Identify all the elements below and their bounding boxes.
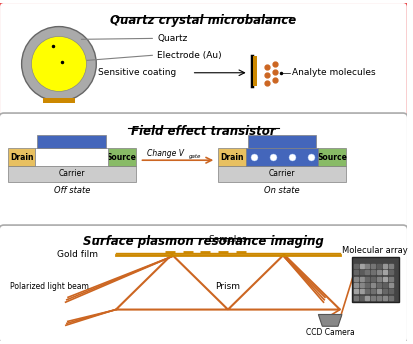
Text: Carrier: Carrier (268, 170, 294, 179)
Bar (318, 148, 345, 166)
FancyBboxPatch shape (0, 2, 407, 120)
Text: Change V: Change V (147, 149, 184, 158)
Text: On state: On state (263, 186, 299, 195)
Bar (8, 166, 135, 182)
Text: Electrode (Au): Electrode (Au) (157, 51, 221, 60)
Text: Carrier: Carrier (58, 170, 85, 179)
Bar (245, 148, 318, 166)
Text: gate: gate (188, 154, 201, 159)
Text: Gate: Gate (62, 137, 82, 146)
Text: Quartz crystal microbalance: Quartz crystal microbalance (110, 14, 296, 27)
Text: Prism: Prism (215, 282, 240, 291)
Text: Surface plasmon resonance imaging: Surface plasmon resonance imaging (83, 235, 323, 248)
Text: Samples: Samples (208, 235, 247, 244)
Bar (35, 148, 108, 166)
Bar (43, 98, 74, 103)
Bar (252, 56, 257, 86)
Bar (218, 166, 345, 182)
Text: Source: Source (316, 153, 346, 162)
Text: Analyte molecules: Analyte molecules (291, 68, 375, 77)
Bar (108, 148, 135, 166)
Text: Gold film: Gold film (57, 250, 98, 259)
Bar (247, 135, 316, 148)
Text: Sensitive coating: Sensitive coating (98, 68, 176, 77)
Text: Drain: Drain (10, 153, 33, 162)
Text: Quartz: Quartz (157, 34, 187, 43)
Text: Drain: Drain (220, 153, 243, 162)
Bar (37, 135, 106, 148)
Bar (218, 148, 245, 166)
FancyBboxPatch shape (0, 225, 407, 343)
Bar (8, 148, 35, 166)
Polygon shape (318, 314, 341, 326)
Text: Gate: Gate (271, 137, 292, 146)
Text: Molecular array: Molecular array (342, 246, 407, 255)
Text: Source: Source (107, 153, 136, 162)
Text: Polarized light beam: Polarized light beam (10, 282, 88, 291)
Circle shape (21, 26, 96, 101)
FancyBboxPatch shape (0, 113, 407, 233)
Text: CCD Camera: CCD Camera (305, 328, 354, 337)
Bar (351, 258, 398, 302)
Text: Field effect transistor: Field effect transistor (131, 125, 275, 138)
Text: Off state: Off state (53, 186, 90, 195)
Circle shape (31, 36, 86, 92)
